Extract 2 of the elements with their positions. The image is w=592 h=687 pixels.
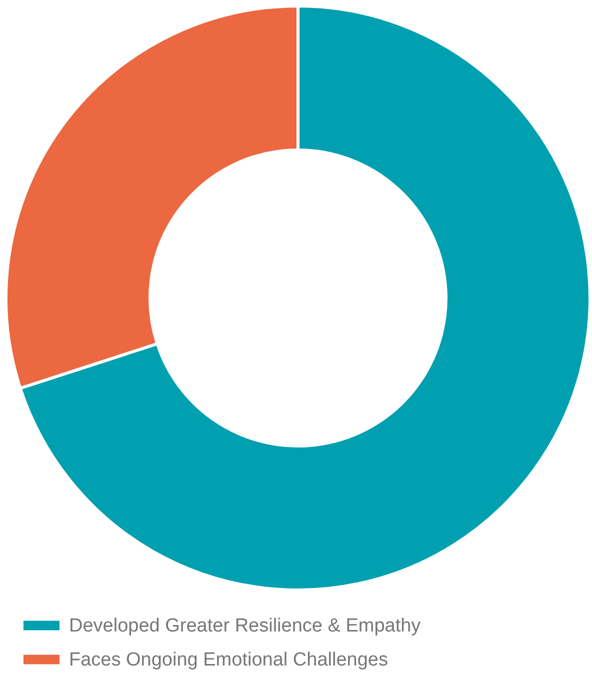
legend-label: Developed Greater Resilience & Empathy [69, 616, 422, 636]
legend-label: Faces Ongoing Emotional Challenges [69, 650, 388, 670]
